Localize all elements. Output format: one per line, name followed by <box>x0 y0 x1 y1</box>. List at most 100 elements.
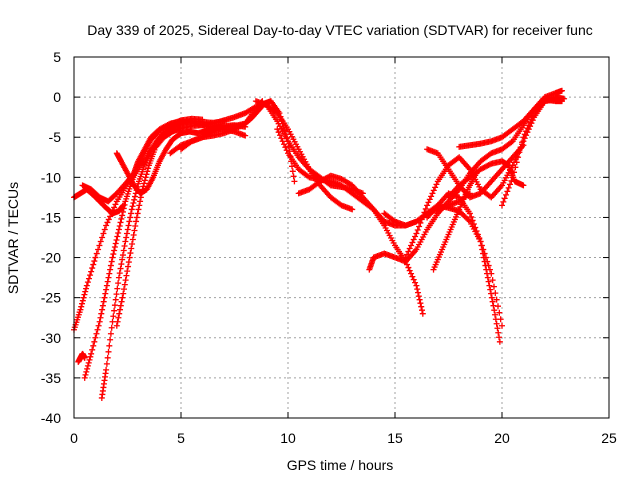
data-point <box>429 190 436 197</box>
data-point <box>421 209 428 216</box>
data-point <box>131 227 138 234</box>
data-point <box>494 325 501 332</box>
data-point <box>524 125 531 132</box>
data-point <box>482 262 489 269</box>
data-point <box>96 242 103 249</box>
data-point <box>519 139 526 146</box>
data-point <box>492 316 499 323</box>
data-point <box>508 139 515 146</box>
data-point <box>113 237 120 244</box>
data-point <box>116 310 123 317</box>
data-point <box>110 251 117 258</box>
x-tick-label: 10 <box>280 430 296 446</box>
data-point <box>124 226 131 233</box>
y-tick-label: 0 <box>53 89 61 105</box>
data-point <box>128 245 135 252</box>
y-tick-label: -40 <box>41 410 61 426</box>
data-point <box>115 274 122 281</box>
data-point <box>85 275 92 282</box>
data-point <box>83 282 90 289</box>
data-points <box>71 87 568 401</box>
data-point <box>111 204 118 211</box>
data-point <box>520 182 527 189</box>
data-point <box>120 290 127 297</box>
data-point <box>417 219 424 226</box>
data-point <box>127 210 134 217</box>
data-point <box>136 202 143 209</box>
grid-lines <box>74 57 609 418</box>
data-point <box>95 246 102 253</box>
data-point <box>558 87 565 94</box>
data-point <box>97 314 104 321</box>
data-point <box>413 282 420 289</box>
data-point <box>103 222 110 229</box>
series-trace-19 <box>430 170 480 273</box>
data-point <box>505 184 512 191</box>
data-point <box>290 173 297 180</box>
data-point <box>408 242 415 249</box>
data-point <box>112 201 119 208</box>
data-point <box>513 159 520 166</box>
data-point <box>115 314 122 321</box>
data-point <box>119 252 126 259</box>
data-point <box>483 266 490 273</box>
data-point <box>142 174 149 181</box>
data-point <box>112 240 119 247</box>
data-point <box>485 278 492 285</box>
data-point <box>117 302 124 309</box>
data-point <box>108 324 115 331</box>
data-point <box>484 270 491 277</box>
data-point <box>114 285 121 292</box>
data-point <box>496 309 503 316</box>
data-point <box>466 210 473 217</box>
data-point <box>415 293 422 300</box>
data-point <box>129 236 136 243</box>
data-point <box>517 144 524 151</box>
data-point <box>493 296 500 303</box>
data-point <box>123 234 130 241</box>
data-point <box>131 196 138 203</box>
data-point <box>129 241 136 248</box>
data-point <box>133 218 140 225</box>
data-point <box>282 144 289 151</box>
y-tick-label: -30 <box>41 330 61 346</box>
data-point <box>291 178 298 185</box>
data-point <box>480 254 487 261</box>
data-point <box>90 261 97 268</box>
data-point <box>470 220 477 227</box>
data-point <box>529 113 536 120</box>
data-point <box>111 302 118 309</box>
data-point <box>105 274 112 281</box>
x-tick-label: 15 <box>387 430 403 446</box>
data-point <box>528 116 535 123</box>
data-point <box>93 250 100 257</box>
data-point <box>496 338 503 345</box>
data-point <box>140 183 147 190</box>
data-point <box>81 354 88 361</box>
y-tick-label: 5 <box>53 49 61 65</box>
data-point <box>414 226 421 233</box>
data-point <box>430 187 437 194</box>
data-point <box>525 122 532 129</box>
data-point <box>520 134 527 141</box>
data-point <box>85 359 92 366</box>
data-point <box>101 294 108 301</box>
data-point <box>409 239 416 246</box>
data-point <box>432 184 439 191</box>
data-point <box>104 278 111 285</box>
data-point <box>417 300 424 307</box>
data-point <box>280 141 287 148</box>
data-point <box>419 307 426 314</box>
y-tick-label: -15 <box>41 209 61 225</box>
data-point <box>275 129 282 136</box>
data-point <box>406 245 413 252</box>
data-point <box>472 224 479 231</box>
data-point <box>97 238 104 245</box>
data-point <box>83 285 90 292</box>
series-trace-21 <box>445 158 527 201</box>
data-point <box>521 131 528 138</box>
data-point <box>428 193 435 200</box>
data-point <box>415 289 422 296</box>
plot-frame <box>73 56 610 419</box>
data-point <box>242 132 249 139</box>
